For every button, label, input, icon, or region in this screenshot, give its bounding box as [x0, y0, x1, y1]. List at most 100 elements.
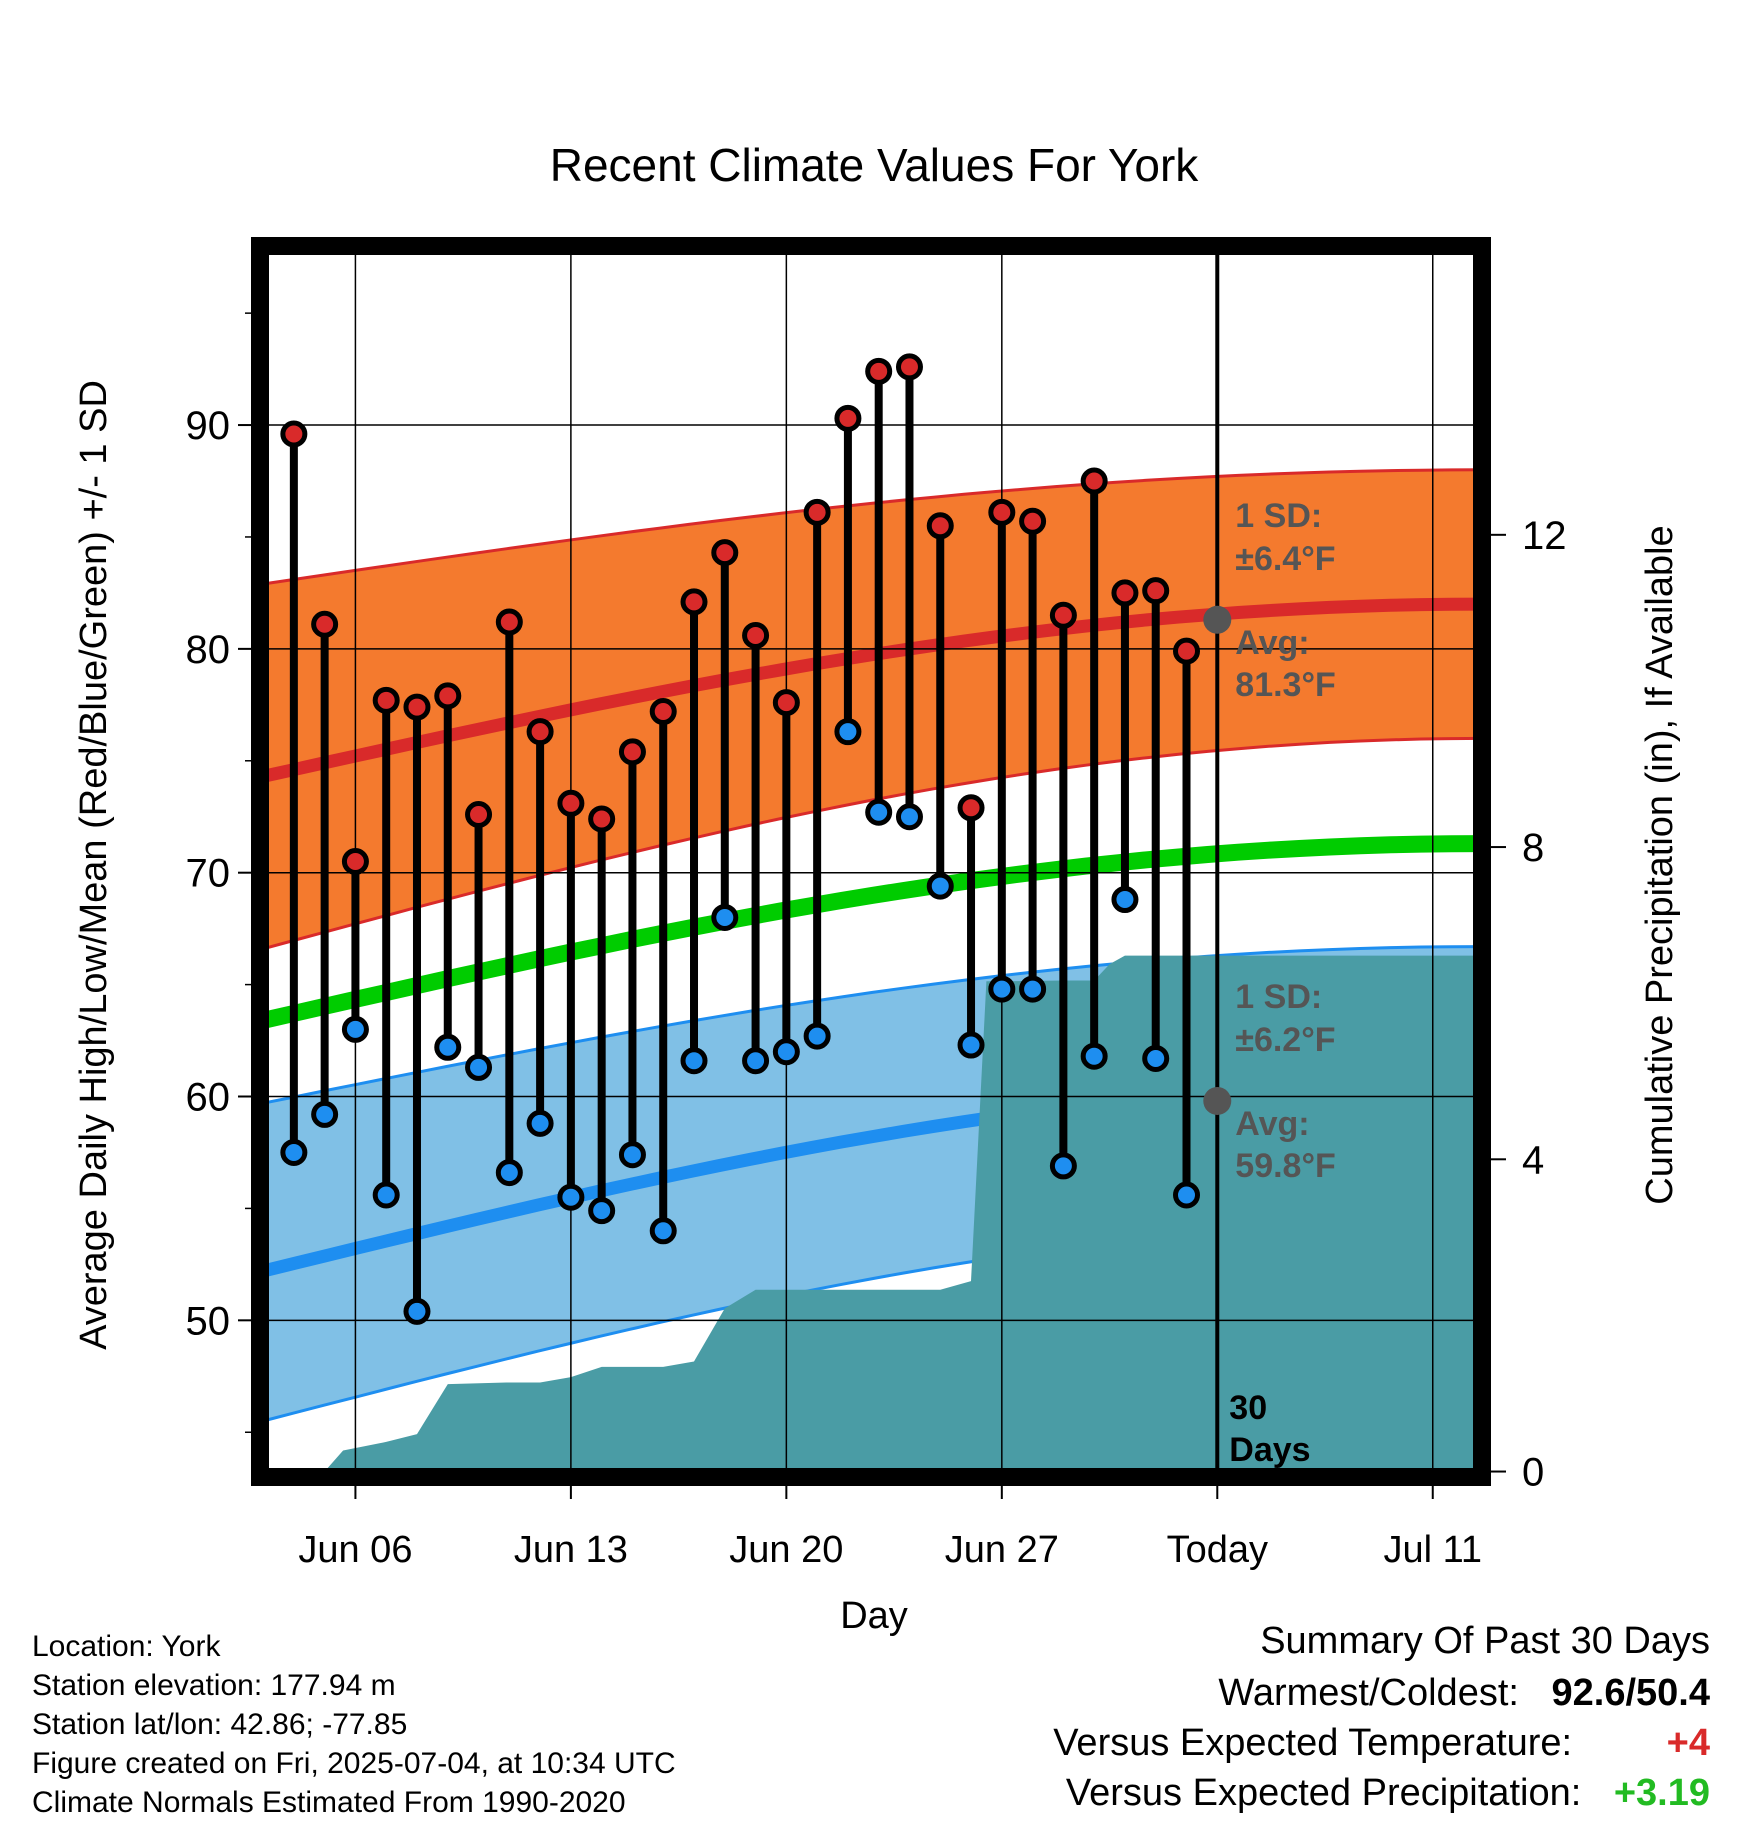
high-point [926, 512, 954, 540]
low-point [680, 1047, 708, 1075]
high-normal-band-upper-edge [262, 468, 1483, 586]
high-point [495, 608, 523, 636]
low-point [1142, 1044, 1170, 1072]
high-point [618, 738, 646, 766]
summary-precipitation: Versus Expected Precipitation: +3.19 [1066, 1772, 1710, 1815]
high-point [1142, 577, 1170, 605]
low-point [1019, 975, 1047, 1003]
high-point [434, 682, 462, 710]
low-point [1111, 886, 1139, 914]
high-point [742, 621, 770, 649]
low-point [742, 1047, 770, 1075]
high-point [311, 610, 339, 638]
high-point [1173, 637, 1201, 665]
low-point [588, 1197, 616, 1225]
footer-normals: Climate Normals Estimated From 1990-2020 [32, 1786, 626, 1819]
summary-temp-label: Versus Expected Temperature: [1053, 1722, 1573, 1764]
footer-elevation: Station elevation: 177.94 m [32, 1669, 396, 1702]
chart-title: Recent Climate Values For York [550, 139, 1200, 191]
y-tick-label: 60 [186, 1076, 231, 1120]
low-avg-label: Avg: [1235, 1105, 1309, 1143]
y2-tick-label: 8 [1522, 826, 1544, 870]
x-tick-label: Jul 11 [1383, 1529, 1482, 1571]
high-sd-label: 1 SD: [1235, 497, 1322, 535]
x-axis-label: Day [840, 1595, 908, 1637]
low-point [311, 1100, 339, 1128]
high-point [280, 420, 308, 448]
high-point [772, 689, 800, 717]
high-point [649, 698, 677, 726]
x-tick-label: Jun 27 [945, 1529, 1059, 1571]
high-point [1049, 601, 1077, 629]
x-tick-label: Jun 13 [514, 1529, 628, 1571]
plot-area: 1 SD: ±6.4°F Avg: 81.3°F 1 SD: ±6.2°F Avg: 59.8… [186, 237, 1567, 1571]
high-avg-marker [1203, 605, 1232, 634]
high-point [526, 718, 554, 746]
low-point [865, 798, 893, 826]
y-axis-label: Average Daily High/Low/Mean (Red/Blue/Gr… [73, 380, 115, 1350]
precip-area [324, 955, 1482, 1472]
low-point [495, 1159, 523, 1187]
high-avg-value: 81.3°F [1235, 666, 1336, 704]
low-point [557, 1183, 585, 1211]
high-point [988, 498, 1016, 526]
summary-precip-label: Versus Expected Precipitation: [1065, 1772, 1582, 1814]
high-point [895, 353, 923, 381]
high-point [834, 404, 862, 432]
low-point [434, 1033, 462, 1061]
summary-warm-cold-value: 92.6/50.4 [1551, 1672, 1710, 1714]
summary-temperature: Versus Expected Temperature: +4 [1053, 1722, 1710, 1765]
high-point [680, 588, 708, 616]
days-label-line1: 30 [1229, 1389, 1267, 1427]
mean-normal-line [261, 835, 1483, 1029]
y-tick-label: 50 [186, 1299, 231, 1343]
footer-created: Figure created on Fri, 2025-07-04, at 10… [32, 1747, 676, 1780]
low-avg-marker [1203, 1086, 1232, 1115]
low-point [403, 1297, 431, 1325]
low-point [895, 803, 923, 831]
y-tick-label: 90 [186, 404, 231, 448]
y2-tick-label: 0 [1522, 1451, 1544, 1495]
high-point [588, 805, 616, 833]
footer-latlon: Station lat/lon: 42.86; -77.85 [32, 1708, 408, 1741]
x-tick-label: Jun 06 [298, 1529, 412, 1571]
low-avg-value: 59.8°F [1235, 1147, 1336, 1185]
low-point [988, 975, 1016, 1003]
high-normal-mean-line [261, 597, 1483, 783]
high-normal-band-lower-edge [262, 736, 1483, 951]
low-point [618, 1141, 646, 1169]
high-point [803, 498, 831, 526]
low-point [803, 1022, 831, 1050]
days-label-line2: Days [1229, 1431, 1310, 1469]
high-point [557, 789, 585, 817]
high-point [1080, 467, 1108, 495]
y2-tick-label: 4 [1522, 1138, 1544, 1182]
summary-warm-cold-label: Warmest/Coldest: [1218, 1672, 1519, 1714]
low-point [341, 1015, 369, 1043]
high-point [957, 794, 985, 822]
y2-tick-label: 12 [1522, 514, 1567, 558]
high-point [1019, 507, 1047, 535]
high-point [341, 848, 369, 875]
y-tick-label: 70 [186, 852, 231, 896]
plot-frame [251, 237, 1491, 1486]
summary-warm-cold: Warmest/Coldest: 92.6/50.4 [1218, 1672, 1710, 1715]
high-point [1111, 579, 1139, 607]
high-sd-value: ±6.4°F [1235, 540, 1335, 578]
high-avg-label: Avg: [1235, 624, 1309, 662]
low-point [372, 1181, 400, 1209]
x-tick-label: Today [1167, 1529, 1268, 1571]
footer-location: Location: York [32, 1630, 221, 1663]
high-point [865, 357, 893, 385]
low-point [649, 1217, 677, 1245]
x-tick-label: Jun 20 [729, 1529, 843, 1571]
low-sd-label: 1 SD: [1235, 978, 1322, 1016]
high-point [372, 686, 400, 714]
summary-precip-value: +3.19 [1613, 1772, 1710, 1814]
y2-axis-label: Cumulative Precipitation (in), If Availa… [1639, 525, 1681, 1204]
low-point [526, 1109, 554, 1137]
low-point [926, 872, 954, 900]
low-sd-value: ±6.2°F [1235, 1021, 1335, 1059]
low-point [772, 1038, 800, 1066]
